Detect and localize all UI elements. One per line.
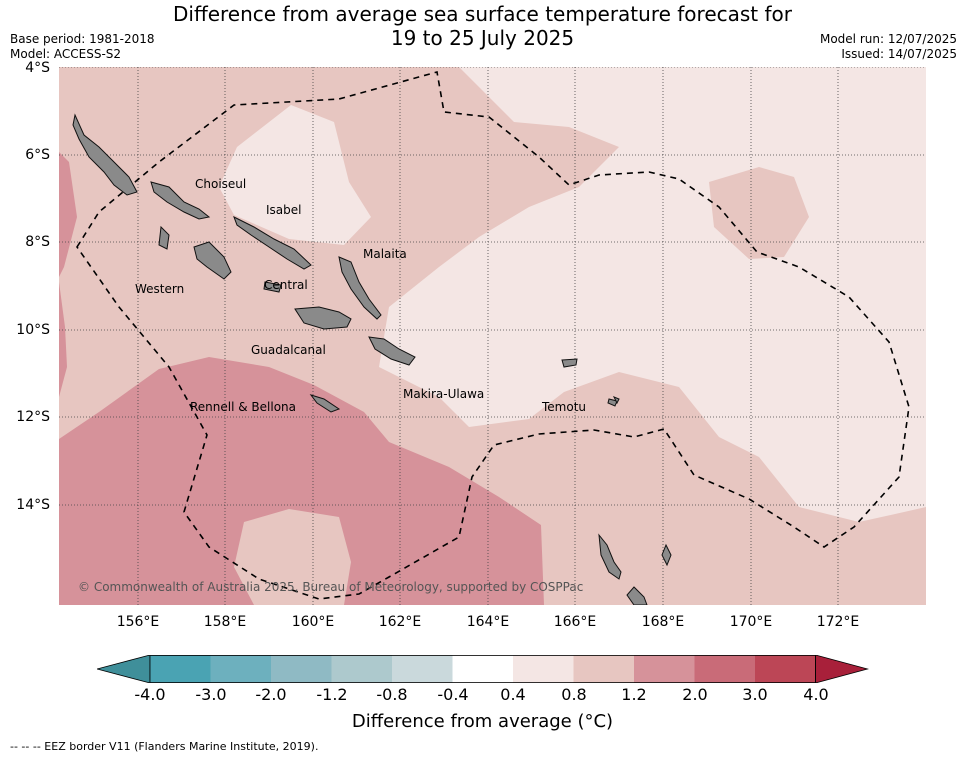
lon-label-170e: 170°E	[729, 614, 773, 630]
vanuatu-island-3	[661, 543, 672, 567]
region-label-choiseul: Choiseul	[195, 177, 247, 191]
colorbar-segment	[331, 655, 392, 683]
lon-label-156e: 156°E	[116, 614, 160, 630]
title-line-1: Difference from average sea surface temp…	[172, 2, 792, 26]
lon-label-162e: 162°E	[378, 614, 422, 630]
new-georgia-island	[193, 241, 232, 280]
colorbar-segment	[634, 655, 695, 683]
colorbar-segment	[513, 655, 574, 683]
colorbar-label: -4.0	[134, 685, 166, 704]
colorbar	[97, 655, 869, 683]
makira-island	[309, 394, 341, 413]
lat-label-4s: 4°S	[25, 60, 50, 76]
colorbar-label: 3.0	[742, 685, 768, 704]
lon-label-166e: 166°E	[553, 614, 597, 630]
colorbar-label: -3.0	[195, 685, 227, 704]
temotu-island-1	[561, 358, 578, 368]
graticule	[59, 67, 926, 605]
anomaly-band-high	[59, 357, 544, 605]
temotu-island-2	[607, 398, 618, 407]
lon-label-168e: 168°E	[641, 614, 685, 630]
colorbar-segment	[573, 655, 634, 683]
eez-legend-note: -- -- -- EEZ border V11 (Flanders Marine…	[10, 740, 319, 753]
choiseul-island	[72, 113, 138, 196]
santa-isabel-island	[150, 181, 211, 220]
model-run: Model run: 12/07/2025	[819, 32, 957, 46]
lat-label-6s: 6°S	[25, 147, 50, 163]
colorbar-label: 2.0	[682, 685, 708, 704]
florida-island	[263, 281, 282, 293]
lat-label-10s: 10°S	[16, 322, 50, 338]
colorbar-label: -2.0	[255, 685, 287, 704]
colorbar-segment	[755, 655, 816, 683]
colorbar-extend-low	[97, 655, 151, 683]
vanuatu-island-1	[598, 533, 622, 580]
central-islands	[294, 306, 352, 330]
colorbar-segment	[150, 655, 211, 683]
colorbar-outline	[149, 655, 816, 683]
region-label-rennell-bellona: Rennell & Bellona	[190, 400, 297, 414]
region-label-isabel: Isabel	[266, 203, 302, 217]
malaita-island	[338, 256, 382, 320]
region-label-central: Central	[264, 278, 308, 292]
issued-date: Issued: 14/07/2025	[841, 47, 957, 61]
region-label-western: Western	[135, 282, 185, 296]
colorbar-label: -0.8	[376, 685, 408, 704]
anomaly-band-high-west2	[59, 282, 67, 397]
colorbar-label: 0.4	[500, 685, 526, 704]
colorbar-extend-high	[815, 655, 869, 683]
model-name: Model: ACCESS-S2	[10, 47, 122, 61]
colorbar-label: -1.2	[316, 685, 348, 704]
colorbar-label: 0.8	[561, 685, 587, 704]
colorbar-segment	[271, 655, 332, 683]
colorbar-segment	[392, 655, 453, 683]
isabel-east-island	[233, 215, 312, 270]
eez-border	[76, 70, 910, 600]
lon-label-172e: 172°E	[816, 614, 860, 630]
colorbar-segment	[210, 655, 271, 683]
temotu-island-3	[612, 396, 620, 405]
western-islands-2	[158, 225, 170, 250]
base-period: Base period: 1981-2018	[10, 32, 155, 46]
region-label-temotu: Temotu	[542, 400, 587, 414]
colorbar-segment	[694, 655, 755, 683]
colorbar-title: Difference from average (°C)	[351, 711, 614, 732]
islands	[72, 113, 672, 605]
colorbar-label: 1.2	[621, 685, 647, 704]
guadalcanal-island	[368, 336, 416, 366]
copyright-notice: © Commonwealth of Australia 2025, Bureau…	[78, 580, 584, 594]
anomaly-band-mid-east	[709, 167, 809, 259]
region-label-guadalcanal: Guadalcanal	[251, 343, 326, 357]
lat-label-14s: 14°S	[16, 497, 50, 513]
vanuatu-island-2	[626, 586, 648, 605]
map-title: Difference from average sea surface temp…	[0, 2, 965, 50]
lon-label-164e: 164°E	[466, 614, 510, 630]
title-line-2: 19 to 25 July 2025	[390, 26, 575, 50]
colorbar-segment	[452, 655, 513, 683]
colorbar-label: 4.0	[803, 685, 829, 704]
lat-label-12s: 12°S	[16, 409, 50, 425]
sst-anomaly-map	[59, 67, 926, 605]
lon-label-160e: 160°E	[291, 614, 335, 630]
anomaly-band-high-west	[59, 152, 77, 277]
region-label-malaita: Malaita	[363, 247, 407, 261]
lat-label-8s: 8°S	[25, 234, 50, 250]
anomaly-band-low-isabel	[219, 105, 371, 245]
lon-label-158e: 158°E	[203, 614, 247, 630]
colorbar-label: -0.4	[437, 685, 469, 704]
region-label-makira-ulawa: Makira-Ulawa	[403, 387, 485, 401]
